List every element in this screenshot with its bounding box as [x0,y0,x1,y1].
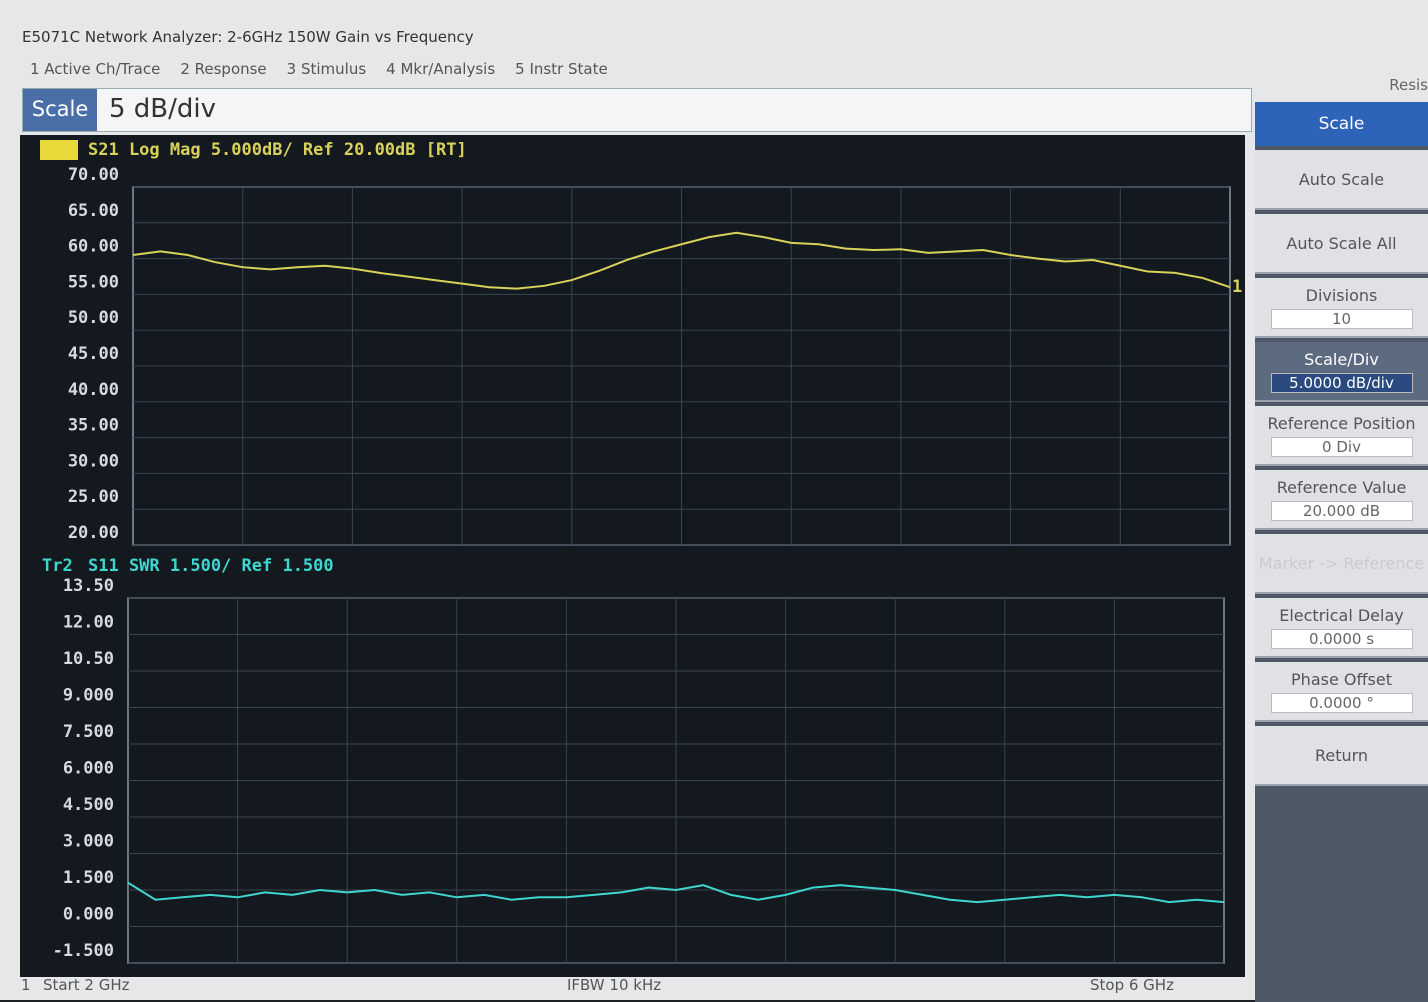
status-stop: Stop 6 GHz [1090,976,1174,994]
menu-item[interactable]: Resis [1389,76,1428,94]
softkey-value: 0.0000 ° [1270,692,1413,713]
softkey[interactable]: Scale/Div 5.0000 dB/div [1255,342,1428,402]
softkey[interactable]: Electrical Delay 0.0000 s [1255,598,1428,658]
softkey[interactable]: Auto Scale [1255,150,1428,210]
y-tick-label: -1.500 [53,941,114,961]
softkey-value: 20.000 dB [1270,500,1413,521]
softkey[interactable]: Auto Scale All [1255,214,1428,274]
marker-label: 1 [1232,277,1242,297]
plot-background [20,135,1245,977]
y-tick-label: 40.00 [68,380,119,400]
softkey[interactable]: Reference Value 20.000 dB [1255,470,1428,530]
softkey-value: 0 Div [1270,436,1413,457]
y-tick-label: 55.00 [68,272,119,292]
softkey-label: Electrical Delay [1279,605,1404,625]
y-tick-label: 4.500 [63,795,114,815]
menu-item[interactable]: 2 Response [180,60,267,78]
trace [127,881,1225,904]
trace [132,231,1231,290]
softkey-label: Marker -> Reference [1258,553,1425,573]
trace-label: S21 Log Mag 5.000dB/ Ref 20.00dB [RT] [88,140,467,160]
y-tick-label: 1.500 [63,868,114,888]
y-tick-label: 10.50 [63,649,114,669]
status-start: Start 2 GHz [43,976,130,994]
softkey-label: Reference Position [1267,413,1416,433]
softkey[interactable]: Return [1255,726,1428,786]
y-tick-label: 45.00 [68,344,119,364]
y-tick-label: 13.50 [63,576,114,596]
y-tick-label: 0.000 [63,905,114,925]
y-tick-label: 70.00 [68,165,119,185]
y-tick-label: 6.000 [63,759,114,779]
y-tick-label: 12.00 [63,613,114,633]
status-bar: 1 Start 2 GHz IFBW 10 kHz Stop 6 GHz [15,976,1235,1000]
status-ifbw: IFBW 10 kHz [567,976,662,994]
trace-id-box [40,140,78,160]
softkey[interactable]: Phase Offset 0.0000 ° [1255,662,1428,722]
y-tick-label: 25.00 [68,487,119,507]
plot-area: 70.00 65.00 60.00 55.00 50.00 45.00 40.00 35.00… [20,135,1245,977]
y-tick-label: 3.000 [63,832,114,852]
trace-id: Tr2 [42,556,73,576]
menu-item[interactable]: 5 Instr State [515,60,608,78]
softkey-label: Phase Offset [1291,669,1392,689]
softkey-title: Scale [1255,102,1428,146]
softkey-panel: Scale Auto Scale Auto Scale All Divisions 1… [1255,102,1428,1002]
menu-item[interactable]: 4 Mkr/Analysis [386,60,496,78]
y-tick-label: 20.00 [68,523,119,543]
softkey-label: Reference Value [1276,477,1407,497]
y-tick-label: 7.500 [63,722,114,742]
menu-item[interactable]: 3 Stimulus [286,60,367,78]
entry-bar: Scale 5 dB/div [22,88,1252,132]
softkey[interactable]: Divisions 10 [1255,278,1428,338]
entry-value[interactable]: 5 dB/div [109,94,217,124]
y-tick-label: 35.00 [68,416,119,436]
softkey-value: 5.0000 dB/div [1270,372,1413,393]
menu-item[interactable]: 1 Active Ch/Trace [30,60,161,78]
menu-bar: 1 Active Ch/Trace 2 Response 3 Stimulus 4 M… [30,60,608,78]
softkey-label: Divisions [1305,285,1378,305]
trace-label: S11 SWR 1.500/ Ref 1.500 [88,556,334,576]
y-tick-label: 9.000 [63,686,114,706]
y-tick-label: 30.00 [68,451,119,471]
softkey-label: Return [1314,745,1369,765]
y-tick-label: 65.00 [68,201,119,221]
softkey-label: Auto Scale All [1286,233,1397,253]
entry-label: Scale [23,89,97,131]
y-tick-label: 60.00 [68,237,119,257]
softkey-value: 0.0000 s [1270,628,1413,649]
softkey-label: Scale/Div [1304,349,1379,369]
softkey: Marker -> Reference [1255,534,1428,594]
status-channel: 1 [21,976,31,994]
window-title: E5071C Network Analyzer: 2-6GHz 150W Gai… [22,28,474,46]
softkey[interactable]: Reference Position 0 Div [1255,406,1428,466]
softkey-label: Auto Scale [1298,169,1385,189]
softkey-value: 10 [1270,308,1413,329]
y-tick-label: 50.00 [68,308,119,328]
